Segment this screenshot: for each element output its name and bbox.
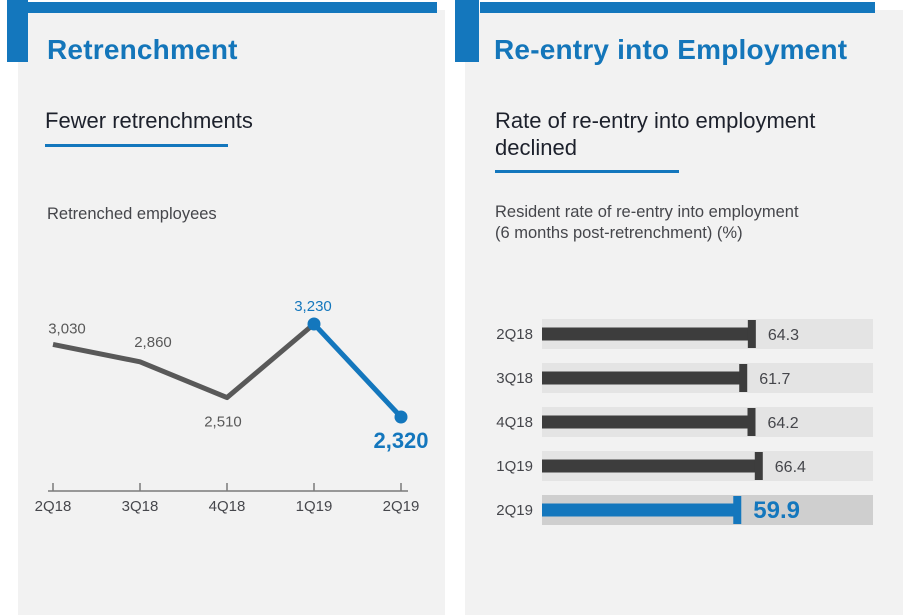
bar-category-label: 1Q19 bbox=[496, 458, 533, 475]
bar bbox=[542, 459, 756, 473]
bar-end-cap bbox=[747, 320, 756, 348]
data-point-value-label: 2,510 bbox=[204, 414, 242, 431]
reentry-corner-accent-block bbox=[455, 0, 479, 62]
bar-category-label: 3Q18 bbox=[496, 370, 533, 387]
retrenchment-subtitle: Fewer retrenchments bbox=[45, 108, 253, 133]
bar-category-label: 4Q18 bbox=[496, 414, 533, 431]
retrenchment-subtitle-underline bbox=[45, 144, 228, 147]
bar-end-cap bbox=[739, 364, 748, 392]
bar-chart-title-line2: (6 months post-retrenchment) (%) bbox=[495, 224, 743, 242]
reentry-subtitle-underline bbox=[495, 170, 679, 173]
bar-chart-title-line1: Resident rate of re-entry into employmen… bbox=[495, 203, 799, 221]
x-axis-tick-label: 2Q18 bbox=[35, 498, 72, 515]
retrenchment-panel-title: Retrenchment bbox=[47, 34, 238, 65]
bar-value-label: 64.2 bbox=[768, 415, 799, 432]
x-axis-tick-label: 3Q18 bbox=[122, 498, 159, 515]
reentry-subtitle-line1: Rate of re-entry into employment bbox=[495, 108, 816, 133]
line-chart-title: Retrenched employees bbox=[47, 205, 217, 223]
retrenchment-top-accent-bar bbox=[28, 2, 437, 13]
data-point-marker bbox=[307, 317, 321, 331]
bar bbox=[542, 371, 741, 385]
reentry-subtitle-line2: declined bbox=[495, 135, 577, 160]
x-axis-tick-label: 1Q19 bbox=[296, 498, 333, 515]
bar-value-label: 61.7 bbox=[759, 371, 790, 388]
bar-value-label: 64.3 bbox=[768, 327, 799, 344]
x-axis-tick-label: 2Q19 bbox=[383, 498, 420, 515]
x-axis-tick-label: 4Q18 bbox=[209, 498, 246, 515]
bar bbox=[542, 327, 749, 341]
bar-end-cap bbox=[754, 452, 763, 480]
reentry-top-accent-bar bbox=[480, 2, 875, 13]
line-series-gray bbox=[52, 322, 316, 401]
retrenchment-corner-accent-block bbox=[7, 0, 28, 62]
bar-end-cap bbox=[747, 408, 756, 436]
retrenchment-panel-background bbox=[18, 10, 445, 615]
bar-value-label: 59.9 bbox=[753, 497, 800, 524]
bar-category-label: 2Q18 bbox=[496, 326, 533, 343]
data-point-value-label: 3,030 bbox=[48, 320, 86, 337]
reentry-rate-bar-chart: 2Q18 64.3 3Q18 61.7 4Q18 64.2 1Q19 66.4 2Q19 59.9 bbox=[496, 319, 873, 525]
data-point-marker bbox=[394, 410, 408, 424]
bar bbox=[542, 415, 749, 429]
retrenched-employees-line-chart: 2Q18 3Q18 4Q18 1Q19 2Q19 3,030 2,860 2,510 3,230… bbox=[35, 298, 429, 515]
bar-category-label: 2Q19 bbox=[496, 502, 533, 519]
data-point-value-label: 2,320 bbox=[373, 428, 428, 453]
bar-end-cap bbox=[733, 496, 742, 524]
bar bbox=[542, 503, 735, 517]
data-point-value-label: 2,860 bbox=[134, 334, 172, 351]
data-point-value-label: 3,230 bbox=[294, 298, 332, 315]
line-series-highlight bbox=[312, 322, 403, 419]
bar-value-label: 66.4 bbox=[775, 459, 806, 476]
reentry-panel-title: Re-entry into Employment bbox=[494, 34, 848, 65]
